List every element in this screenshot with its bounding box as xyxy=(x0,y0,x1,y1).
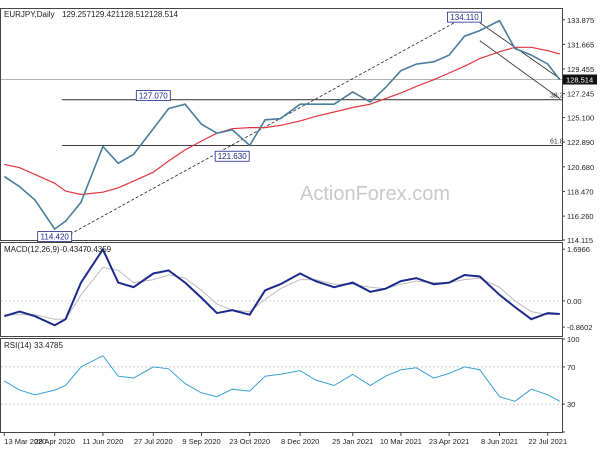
x-tick-label: 11 Jun 2020 xyxy=(83,437,124,446)
price-series-line xyxy=(3,19,561,231)
price-annotation-label: 114.420 xyxy=(41,233,70,242)
rsi-value: 33.4785 xyxy=(34,341,63,350)
rsi-panel-frame xyxy=(0,338,563,433)
price-y-tick-label: 118.470 xyxy=(567,187,594,196)
price-ma-line xyxy=(4,46,560,196)
x-tick-label: 28 Apr 2020 xyxy=(34,437,74,446)
current-price-tag xyxy=(563,74,597,85)
macd-y-tick-label: 0.00 xyxy=(567,297,582,306)
trendline xyxy=(65,16,465,237)
x-tick-label: 13 Mar 2020 xyxy=(4,437,46,446)
price-y-tick-label: 122.890 xyxy=(567,138,594,147)
price-annotation-label: 127.070 xyxy=(139,92,168,101)
x-tick-label: 10 Mar 2021 xyxy=(380,437,422,446)
fib-level-label: 61.8 xyxy=(550,138,564,145)
price-ohlc-open: 129.257 xyxy=(62,10,91,19)
macd-panel: 1.6966 0.00 -0.8602 xyxy=(1,245,592,332)
x-tick-label: 23 Apr 2021 xyxy=(429,437,469,446)
price-annotation-box xyxy=(37,231,73,243)
x-tick-label: 8 Dec 2020 xyxy=(281,437,319,446)
macd-y-tick-label: -0.8602 xyxy=(567,323,592,332)
macd-value-main: -0.4347 xyxy=(60,245,88,254)
price-annotation-label: 121.630 xyxy=(218,152,247,161)
macd-title: MACD(12,26,9) xyxy=(4,245,60,254)
price-y-tick-label: 129.455 xyxy=(567,65,594,74)
price-y-tick-label: 114.115 xyxy=(567,236,593,245)
price-panel: 133.875 131.665 129.455 127.245 125.100 122.8… xyxy=(1,11,597,245)
x-tick-label: 8 Jun 2021 xyxy=(481,437,518,446)
price-title: EURJPY,Daily xyxy=(4,10,55,19)
rsi-y-tick-label: 70 xyxy=(567,363,575,372)
price-ohlc-low: 128.512 xyxy=(120,10,149,19)
price-y-tick-label: 133.875 xyxy=(567,16,594,25)
price-ohlc-close: 128.514 xyxy=(149,10,178,19)
watermark: ActionForex.com xyxy=(300,183,450,205)
price-panel-frame xyxy=(0,8,563,241)
rsi-y-tick-label: 30 xyxy=(567,400,575,409)
macd-y-tick-label: 1.6966 xyxy=(567,245,590,254)
x-tick-label: 22 Jul 2021 xyxy=(528,437,567,446)
x-tick-label: 25 Jan 2021 xyxy=(332,437,373,446)
price-y-tick-label: 127.245 xyxy=(567,90,594,99)
rsi-line xyxy=(4,355,561,402)
price-annotation-label: 134.110 xyxy=(450,13,479,22)
trendline xyxy=(479,40,561,99)
x-tick-label: 9 Sep 2020 xyxy=(182,437,220,446)
x-tick-label: 23 Oct 2020 xyxy=(229,437,270,446)
price-ohlc-high: 129.421 xyxy=(91,10,120,19)
price-y-tick-label: 120.680 xyxy=(567,163,594,172)
price-annotation-box xyxy=(135,90,171,102)
price-y-tick-label: 131.665 xyxy=(567,40,594,49)
macd-panel-frame xyxy=(0,242,563,337)
rsi-title: RSI(14) xyxy=(4,341,32,350)
price-annotation-box xyxy=(214,150,250,162)
macd-value-signal: -0.4359 xyxy=(84,245,112,254)
x-tick-label: 27 Jul 2020 xyxy=(134,437,173,446)
macd-main-line xyxy=(4,247,560,327)
current-price-tag-label: 128.514 xyxy=(566,76,593,85)
rsi-panel: 100 70 30 xyxy=(1,335,580,433)
price-y-tick-label: 125.100 xyxy=(567,114,594,123)
rsi-y-tick-label: 100 xyxy=(567,335,580,344)
macd-signal-line xyxy=(4,266,560,320)
price-y-tick-label: 116.260 xyxy=(567,212,594,221)
price-annotation-box xyxy=(447,11,482,23)
